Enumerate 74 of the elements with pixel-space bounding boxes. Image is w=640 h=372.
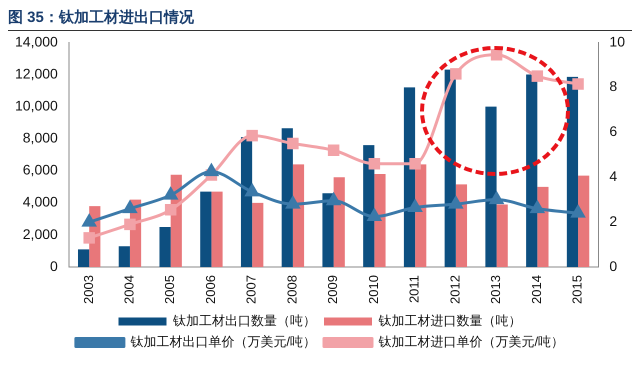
bar bbox=[456, 184, 468, 268]
bar bbox=[334, 177, 345, 268]
bar bbox=[240, 137, 252, 268]
x-tick-label: 2014 bbox=[528, 275, 544, 304]
point bbox=[82, 214, 96, 227]
y2-tick-label: 0 bbox=[609, 258, 618, 274]
y-tick-label: 4,000 bbox=[22, 194, 58, 210]
point bbox=[286, 196, 300, 209]
y-tick-label: 10,000 bbox=[14, 97, 58, 114]
bar bbox=[159, 226, 171, 268]
point bbox=[409, 158, 421, 170]
y-tick-label: 12,000 bbox=[14, 65, 58, 82]
y-tick-label: 14,000 bbox=[14, 33, 58, 50]
point bbox=[449, 196, 463, 209]
point bbox=[287, 138, 299, 150]
x-tick-label: 2011 bbox=[406, 275, 422, 304]
bar bbox=[526, 74, 538, 268]
y2-tick-label: 10 bbox=[609, 33, 626, 50]
bar bbox=[444, 70, 456, 268]
y2-tick-label: 4 bbox=[609, 168, 618, 184]
point bbox=[245, 184, 259, 196]
bar bbox=[485, 106, 497, 268]
y-tick-label: 8,000 bbox=[22, 130, 58, 146]
bar bbox=[496, 204, 508, 268]
point bbox=[490, 192, 504, 204]
bar bbox=[404, 87, 416, 268]
point bbox=[123, 201, 137, 214]
chart-title: 图 35：钛加工材进出口情况 bbox=[8, 8, 632, 31]
y2-tick-label: 2 bbox=[609, 213, 618, 230]
legend-label: 钛加工材出口单价（万美元/吨） bbox=[129, 334, 316, 350]
y-tick-label: 6,000 bbox=[22, 162, 58, 178]
y2-tick-label: 6 bbox=[609, 123, 618, 140]
point bbox=[204, 164, 218, 176]
legend-label: 钛加工材进口单价（万美元/吨） bbox=[378, 334, 564, 350]
x-tick-label: 2013 bbox=[488, 275, 504, 304]
x-tick-label: 2003 bbox=[80, 275, 96, 304]
bar bbox=[537, 186, 549, 268]
bar bbox=[252, 202, 264, 268]
point bbox=[490, 49, 502, 60]
bar bbox=[374, 174, 386, 268]
point bbox=[368, 209, 382, 222]
point bbox=[572, 78, 584, 90]
x-tick-label: 2005 bbox=[162, 275, 178, 304]
x-tick-label: 2006 bbox=[202, 275, 218, 304]
x-tick-label: 2010 bbox=[366, 275, 381, 304]
legend-label: 钛加工材进口数量（吨） bbox=[378, 313, 522, 328]
point bbox=[328, 144, 340, 156]
point bbox=[326, 193, 340, 206]
x-tick-label: 2009 bbox=[325, 275, 340, 304]
bar bbox=[282, 128, 293, 268]
x-tick-label: 2008 bbox=[284, 275, 300, 304]
y-tick-label: 0 bbox=[50, 258, 58, 274]
bar bbox=[118, 246, 130, 268]
point bbox=[408, 200, 422, 212]
y-tick-label: 2,000 bbox=[22, 226, 58, 242]
bar bbox=[211, 192, 223, 268]
point bbox=[530, 201, 544, 214]
x-tick-label: 2007 bbox=[244, 275, 259, 304]
point bbox=[532, 70, 544, 82]
legend-label: 钛加工材出口数量（吨） bbox=[172, 313, 316, 328]
x-tick-label: 2015 bbox=[570, 275, 585, 304]
y2-tick-label: 8 bbox=[609, 78, 618, 94]
point bbox=[164, 188, 178, 200]
bar bbox=[578, 176, 590, 268]
point bbox=[246, 130, 258, 142]
bar bbox=[292, 164, 304, 268]
point bbox=[450, 68, 462, 80]
bar bbox=[78, 249, 90, 268]
point bbox=[571, 206, 585, 218]
x-tick-label: 2012 bbox=[447, 275, 462, 304]
point bbox=[368, 158, 380, 170]
bar bbox=[200, 192, 212, 268]
bar bbox=[415, 164, 426, 268]
x-tick-label: 2004 bbox=[122, 275, 137, 304]
